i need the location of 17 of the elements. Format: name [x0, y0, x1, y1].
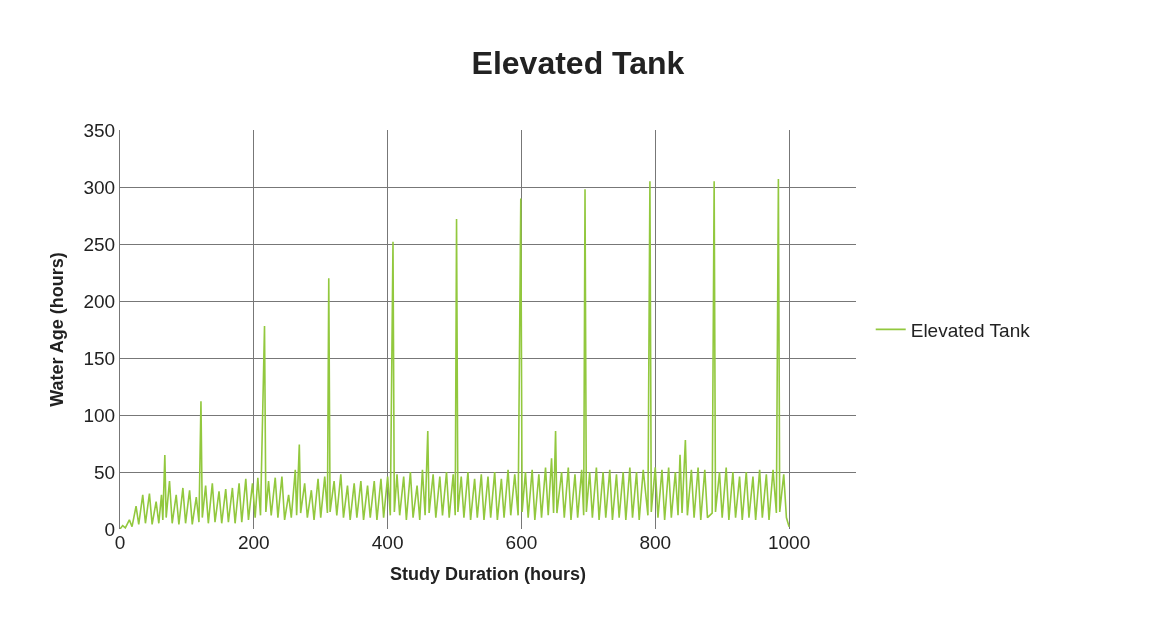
y-tick-label: 250 — [83, 233, 116, 255]
y-tick-label: 150 — [83, 347, 116, 369]
chart-title: Elevated Tank — [471, 44, 685, 81]
y-axis-title: Water Age (hours) — [46, 252, 67, 407]
x-tick-label: 200 — [237, 532, 270, 553]
x-tick-label: 800 — [639, 532, 672, 553]
y-tick-label: 50 — [94, 461, 116, 483]
y-tick-label: 100 — [83, 404, 116, 426]
legend-label: Elevated Tank — [910, 319, 1031, 341]
y-tick-label: 300 — [83, 176, 116, 198]
line-series — [120, 178, 790, 529]
x-axis-title: Study Duration (hours) — [390, 564, 586, 585]
y-tick-label: 350 — [83, 119, 116, 141]
x-tick-label: 400 — [371, 532, 404, 553]
y-tick-label: 200 — [83, 290, 116, 312]
x-tick-label: 600 — [505, 532, 538, 553]
x-tick-label: 1000 — [767, 532, 811, 553]
